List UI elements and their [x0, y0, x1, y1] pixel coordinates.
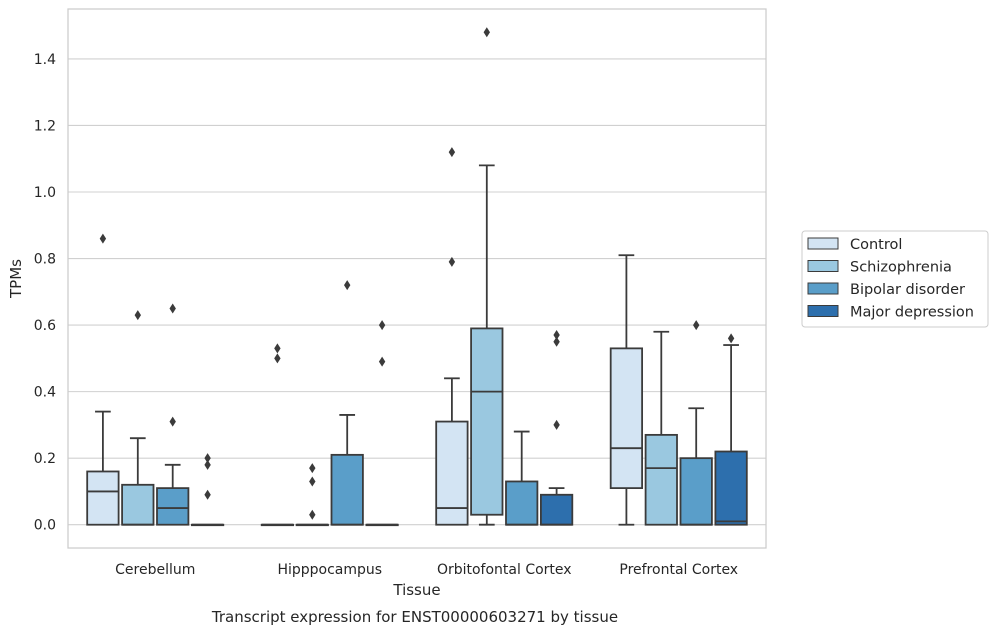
outlier-points — [99, 27, 735, 520]
box-body — [609, 347, 644, 490]
x-tick-label: Hipppocampus — [277, 562, 382, 578]
legend-frame — [801, 230, 989, 328]
outlier-point — [553, 330, 560, 341]
outlier-point — [169, 303, 176, 314]
outlier-point — [448, 256, 456, 267]
box-body — [539, 493, 574, 526]
x-tick-label: Cerebellum — [115, 562, 195, 578]
x-tick-label: Prefrontal Cortex — [619, 562, 738, 578]
box-body — [714, 450, 748, 526]
box-body — [644, 433, 678, 526]
outlier-point — [693, 320, 700, 331]
legend-swatch — [807, 260, 839, 272]
box-body — [470, 327, 504, 516]
box-0-2 — [156, 463, 190, 526]
plot-frame — [67, 8, 767, 549]
box-3-0 — [609, 254, 644, 526]
outlier-point — [309, 476, 316, 487]
outlier-point — [204, 453, 211, 464]
outlier-point — [378, 320, 386, 331]
outlier-point — [378, 356, 386, 367]
legend: Control Schizophrenia Bipolar disorder Majo… — [801, 230, 989, 328]
outlier-point — [309, 463, 316, 474]
chart-caption: Transcript expression for ENST0000060327… — [211, 608, 618, 626]
legend-entry: Bipolar disorder — [850, 282, 965, 298]
y-tick-label: 0.2 — [34, 451, 56, 467]
box-2-3 — [539, 487, 574, 526]
x-axis-label: Tissue — [392, 581, 440, 599]
outlier-point — [553, 336, 560, 347]
legend-entry: Control — [850, 237, 902, 253]
box-3-2 — [679, 407, 713, 526]
outlier-point — [204, 489, 211, 500]
outlier-point — [553, 419, 560, 430]
y-tick-label: 1.2 — [34, 118, 56, 134]
y-tick-labels: 0.0 0.2 0.4 0.6 0.8 1.0 1.2 1.4 — [34, 52, 56, 534]
y-tick-label: 0.8 — [34, 252, 56, 268]
box-body — [121, 483, 155, 526]
box-1-2 — [330, 414, 364, 526]
y-tick-label: 1.4 — [34, 52, 56, 68]
box-body — [435, 420, 469, 526]
box-0-3 — [190, 523, 225, 527]
box-0-0 — [86, 410, 120, 526]
outlier-point — [169, 416, 176, 427]
box-3-3 — [714, 344, 748, 526]
outlier-point — [99, 233, 107, 244]
outlier-point — [483, 27, 490, 38]
box-body — [86, 470, 120, 526]
y-tick-label: 0.0 — [34, 518, 56, 534]
outlier-point — [274, 343, 281, 354]
legend-swatch — [807, 282, 839, 295]
outlier-point — [134, 310, 141, 321]
outlier-point — [274, 353, 281, 364]
y-axis-label: TPMs — [7, 259, 25, 299]
legend-entry: Major depression — [850, 305, 974, 321]
outlier-point — [448, 147, 456, 158]
box-body — [505, 480, 539, 526]
x-tick-label: Orbitofontal Cortex — [437, 562, 572, 578]
legend-swatch — [807, 237, 839, 250]
box-1-0 — [260, 523, 295, 527]
legend-entry: Schizophrenia — [850, 260, 952, 276]
legend-swatch — [807, 305, 839, 317]
y-tick-label: 0.6 — [34, 318, 56, 334]
y-tick-label: 1.0 — [34, 185, 56, 201]
y-tick-label: 0.4 — [34, 385, 56, 401]
box-2-0 — [435, 377, 469, 526]
outlier-point — [344, 280, 351, 291]
box-body — [679, 457, 713, 526]
box-body — [330, 453, 364, 526]
x-tick-labels: Cerebellum Hipppocampus Orbitofontal Corte… — [115, 562, 738, 578]
box-0-1 — [121, 437, 155, 526]
box-1-1 — [295, 523, 329, 527]
outlier-point — [309, 509, 316, 520]
box-2-2 — [505, 430, 539, 526]
box-3-1 — [644, 330, 678, 526]
box-body — [156, 487, 190, 526]
box-2-1 — [470, 164, 504, 526]
outlier-point — [204, 459, 211, 470]
box-1-3 — [365, 523, 399, 527]
outlier-point — [727, 333, 735, 344]
gridlines — [68, 58, 766, 526]
box-series — [86, 164, 748, 527]
